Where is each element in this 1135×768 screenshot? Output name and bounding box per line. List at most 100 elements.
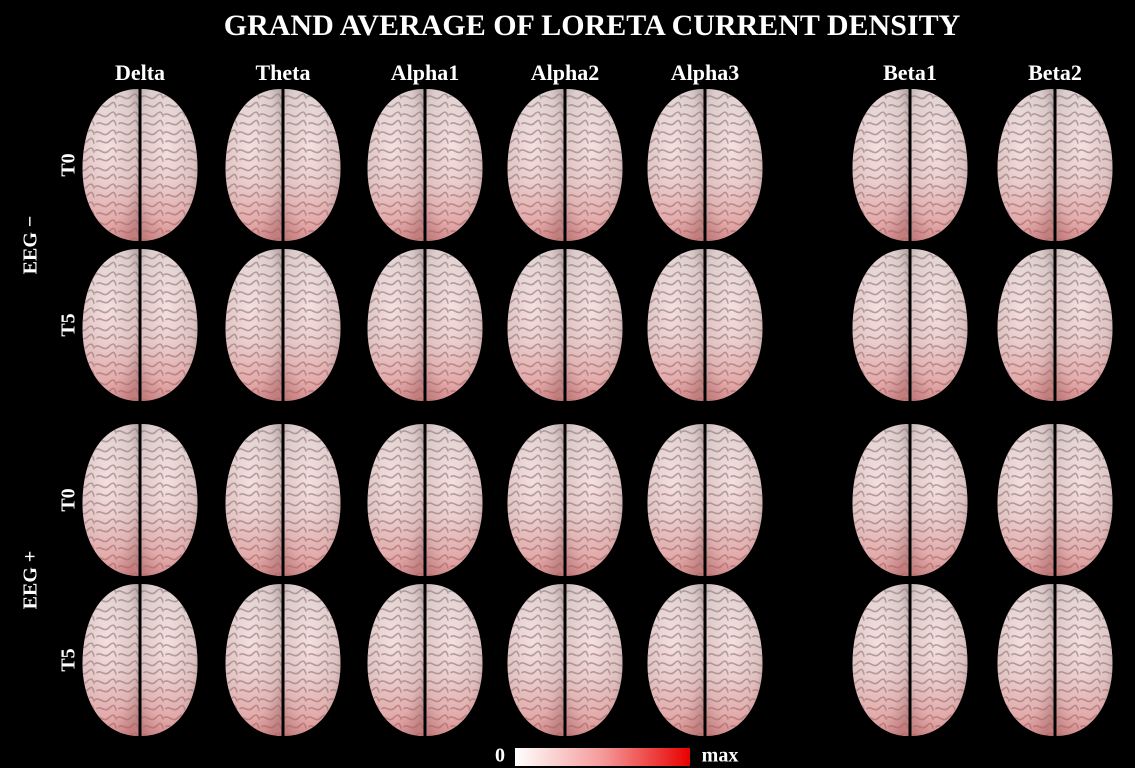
brain bbox=[367, 584, 483, 736]
tint bbox=[367, 249, 424, 401]
tint bbox=[426, 424, 483, 576]
tint bbox=[141, 584, 198, 736]
tint bbox=[647, 424, 704, 576]
brain bbox=[647, 249, 763, 401]
tint bbox=[706, 424, 763, 576]
column-header: Alpha1 bbox=[391, 60, 459, 85]
tint bbox=[852, 249, 909, 401]
tint bbox=[911, 89, 968, 241]
tint bbox=[141, 249, 198, 401]
brain bbox=[997, 89, 1113, 241]
tint bbox=[997, 89, 1054, 241]
tint bbox=[284, 249, 341, 401]
tint bbox=[1056, 584, 1113, 736]
tint bbox=[1056, 424, 1113, 576]
tint bbox=[997, 424, 1054, 576]
brain bbox=[647, 424, 763, 576]
row-label: T5 bbox=[58, 313, 80, 336]
brain bbox=[647, 89, 763, 241]
brain bbox=[507, 89, 623, 241]
tint bbox=[507, 584, 564, 736]
column-header: Delta bbox=[115, 60, 165, 85]
tint bbox=[852, 89, 909, 241]
tint bbox=[284, 584, 341, 736]
brain bbox=[507, 249, 623, 401]
tint bbox=[82, 249, 139, 401]
brain bbox=[225, 424, 341, 576]
tint bbox=[1056, 249, 1113, 401]
tint bbox=[647, 584, 704, 736]
row-label: T0 bbox=[58, 153, 80, 176]
tint bbox=[911, 584, 968, 736]
brain bbox=[507, 584, 623, 736]
group-label: EEG − bbox=[20, 216, 42, 275]
tint bbox=[82, 424, 139, 576]
tint bbox=[284, 89, 341, 241]
row-label: T5 bbox=[58, 648, 80, 671]
tint bbox=[82, 584, 139, 736]
tint bbox=[426, 584, 483, 736]
column-header: Theta bbox=[256, 60, 311, 85]
tint bbox=[284, 424, 341, 576]
tint bbox=[367, 89, 424, 241]
tint bbox=[225, 89, 282, 241]
brain bbox=[997, 424, 1113, 576]
tint bbox=[566, 89, 623, 241]
tint bbox=[1056, 89, 1113, 241]
colorbar-min: 0 bbox=[495, 745, 505, 767]
brain bbox=[852, 424, 968, 576]
brain bbox=[852, 249, 968, 401]
tint bbox=[852, 584, 909, 736]
brain bbox=[225, 89, 341, 241]
row-label: T0 bbox=[58, 488, 80, 511]
tint bbox=[507, 249, 564, 401]
group-label: EEG + bbox=[20, 551, 42, 610]
tint bbox=[367, 424, 424, 576]
brain bbox=[367, 89, 483, 241]
column-header: Beta2 bbox=[1028, 60, 1082, 85]
brain bbox=[82, 89, 198, 241]
tint bbox=[225, 249, 282, 401]
brain bbox=[852, 89, 968, 241]
brain bbox=[647, 584, 763, 736]
brain bbox=[507, 424, 623, 576]
tint bbox=[507, 89, 564, 241]
tint bbox=[566, 249, 623, 401]
brain bbox=[225, 249, 341, 401]
tint bbox=[141, 89, 198, 241]
column-header: Alpha3 bbox=[671, 60, 739, 85]
tint bbox=[706, 89, 763, 241]
brain bbox=[82, 584, 198, 736]
brain bbox=[367, 249, 483, 401]
tint bbox=[911, 249, 968, 401]
tint bbox=[566, 584, 623, 736]
tint bbox=[367, 584, 424, 736]
brain bbox=[997, 584, 1113, 736]
colorbar-max: max bbox=[702, 745, 739, 767]
tint bbox=[225, 584, 282, 736]
brain bbox=[225, 584, 341, 736]
tint bbox=[82, 89, 139, 241]
column-header: Beta1 bbox=[883, 60, 937, 85]
tint bbox=[647, 249, 704, 401]
figure-title: GRAND AVERAGE OF LORETA CURRENT DENSITY bbox=[224, 9, 961, 42]
tint bbox=[225, 424, 282, 576]
brain bbox=[82, 424, 198, 576]
tint bbox=[647, 89, 704, 241]
tint bbox=[507, 424, 564, 576]
column-header: Alpha2 bbox=[531, 60, 599, 85]
tint bbox=[852, 424, 909, 576]
tint bbox=[997, 249, 1054, 401]
tint bbox=[706, 584, 763, 736]
tint bbox=[141, 424, 198, 576]
tint bbox=[426, 249, 483, 401]
tint bbox=[566, 424, 623, 576]
tint bbox=[426, 89, 483, 241]
tint bbox=[706, 249, 763, 401]
tint bbox=[911, 424, 968, 576]
brain bbox=[852, 584, 968, 736]
brain bbox=[82, 249, 198, 401]
brain bbox=[367, 424, 483, 576]
